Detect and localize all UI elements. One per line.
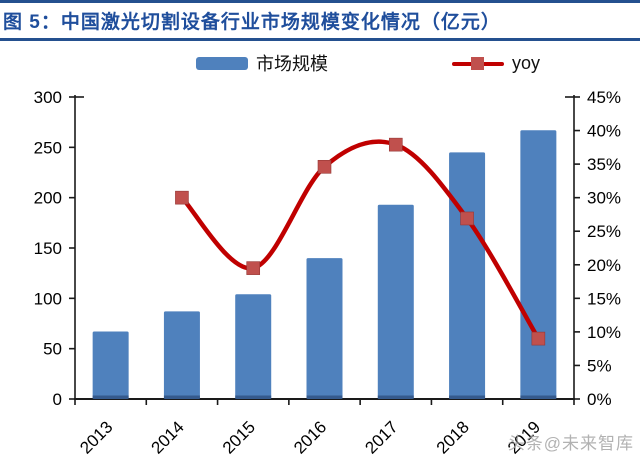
yoy-marker: [388, 137, 403, 152]
right-axis-tick-label: 35%: [587, 155, 621, 174]
x-axis-category-label: 2015: [219, 417, 259, 457]
right-axis-tick-label: 20%: [587, 256, 621, 275]
yoy-marker: [175, 190, 189, 205]
bar-2018: [449, 152, 486, 399]
bar-base-shade: [377, 395, 414, 399]
bar-2015: [235, 294, 272, 399]
x-axis-category-label: 2017: [361, 417, 401, 457]
bar-base-shade: [163, 395, 200, 399]
yoy-marker: [317, 159, 332, 174]
right-axis-tick-label: 30%: [587, 189, 621, 208]
bar-2014: [163, 311, 200, 399]
left-axis-tick-label: 100: [34, 289, 62, 308]
bar-2019: [520, 130, 557, 399]
top-divider: [0, 0, 640, 3]
bar-2017: [377, 204, 414, 399]
left-axis-tick-label: 200: [34, 189, 62, 208]
legend-item-market-size: 市场规模: [196, 48, 328, 78]
figure-title: 图 5：中国激光切割设备行业市场规模变化情况（亿元）: [3, 12, 501, 33]
right-axis-tick-label: 10%: [587, 323, 621, 342]
right-axis-tick-label: 25%: [587, 222, 621, 241]
yoy-marker: [460, 211, 474, 226]
x-axis-category-label: 2018: [433, 417, 473, 457]
legend-label-yoy: yoy: [512, 52, 541, 73]
yoy-marker: [246, 261, 261, 275]
right-axis-tick-label: 15%: [587, 289, 621, 308]
left-axis-tick-label: 300: [34, 88, 62, 107]
left-axis-tick-label: 50: [43, 340, 62, 359]
line-swatch-marker: [471, 56, 484, 70]
left-axis-tick-label: 150: [34, 239, 62, 258]
bar-base-shade: [92, 395, 129, 399]
bar-series-swatch-icon: [196, 56, 248, 70]
bar-base-shade: [306, 395, 343, 399]
bar-2013: [92, 331, 129, 399]
x-axis-category-label: 2014: [148, 417, 188, 457]
right-axis-tick-label: 5%: [587, 356, 612, 375]
bar-base-shade: [449, 395, 486, 399]
right-axis-tick-label: 0%: [587, 390, 612, 409]
x-axis-category-label: 2016: [290, 417, 330, 457]
legend-label-market-size: 市场规模: [256, 54, 328, 74]
right-axis-tick-label: 40%: [587, 122, 621, 141]
x-axis-category-label: 2013: [76, 417, 116, 457]
watermark: 头条@未来智库: [507, 434, 634, 453]
yoy-marker: [531, 331, 546, 346]
right-axis-tick-label: 45%: [587, 88, 621, 107]
title-divider: [0, 38, 640, 41]
left-axis-tick-label: 0: [53, 390, 62, 409]
chart-legend: 市场规模 yoy: [0, 48, 640, 78]
line-series-swatch-icon: [452, 56, 504, 70]
bar-base-shade: [520, 395, 557, 399]
left-axis-tick-label: 250: [34, 138, 62, 157]
bar-base-shade: [235, 395, 272, 399]
bar-2016: [306, 258, 343, 399]
legend-item-yoy: yoy: [452, 48, 540, 78]
